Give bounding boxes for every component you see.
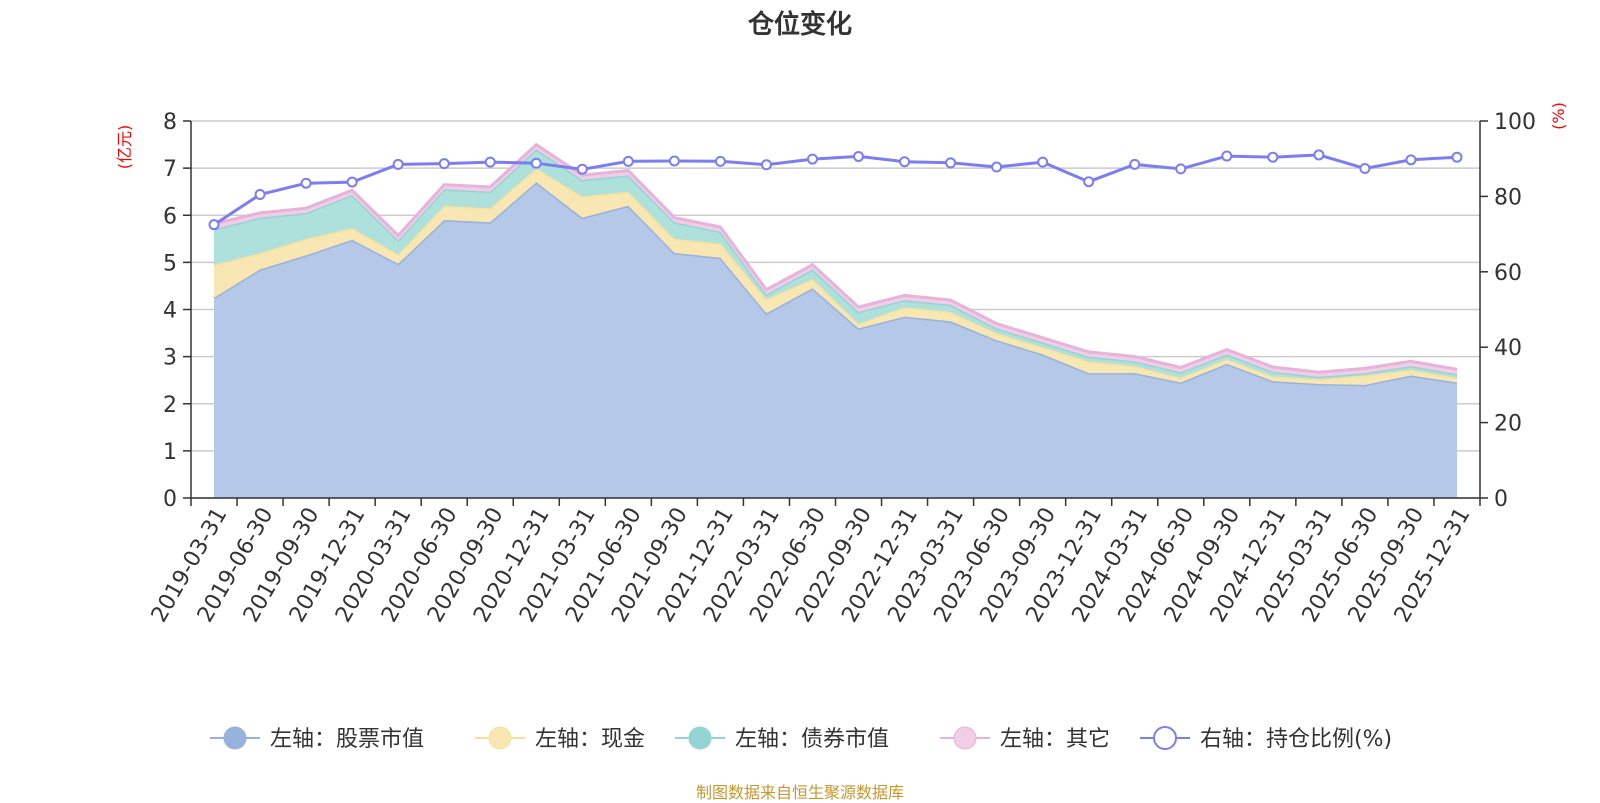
legend-label: 左轴：其它 bbox=[1000, 727, 1110, 752]
right-tick-label: 100 bbox=[1494, 110, 1536, 135]
legend-label: 左轴：现金 bbox=[535, 727, 645, 752]
ratio-point bbox=[1221, 150, 1233, 162]
ratio-point bbox=[300, 177, 312, 189]
legend-item-stock[interactable]: 左轴：股票市值 bbox=[210, 726, 424, 752]
left-tick-label: 8 bbox=[163, 110, 177, 135]
right-tick-label: 40 bbox=[1494, 336, 1522, 361]
right-tick-label: 20 bbox=[1494, 412, 1522, 437]
left-tick-label: 2 bbox=[163, 393, 177, 418]
ratio-point bbox=[484, 156, 496, 168]
left-tick-label: 5 bbox=[163, 251, 177, 276]
area-series bbox=[213, 142, 1458, 499]
ratio-point bbox=[1175, 163, 1187, 175]
left-tick-label: 4 bbox=[163, 299, 177, 324]
ratio-point bbox=[392, 158, 404, 170]
legend-label: 右轴：持仓比例(%) bbox=[1200, 727, 1392, 752]
legend-item-bond[interactable]: 左轴：债券市值 bbox=[675, 726, 889, 752]
ratio-point bbox=[945, 157, 957, 169]
left-axis-unit: (亿元) bbox=[115, 125, 134, 170]
left-tick-label: 7 bbox=[163, 157, 177, 182]
ratio-point bbox=[806, 153, 818, 165]
ratio-point bbox=[1405, 154, 1417, 166]
right-axis-unit: (%) bbox=[1549, 102, 1568, 130]
legend-marker-icon bbox=[223, 726, 247, 750]
legend-item-ratio[interactable]: 右轴：持仓比例(%) bbox=[1140, 726, 1392, 752]
ratio-point bbox=[1313, 149, 1325, 161]
right-tick-label: 80 bbox=[1494, 185, 1522, 210]
ratio-point bbox=[1037, 156, 1049, 168]
ratio-point bbox=[208, 219, 220, 231]
ratio-point bbox=[530, 157, 542, 169]
legend-item-other[interactable]: 左轴：其它 bbox=[940, 726, 1110, 752]
chart-title: 仓位变化 bbox=[747, 10, 852, 40]
legend-label: 左轴：股票市值 bbox=[270, 727, 424, 752]
ratio-point bbox=[668, 155, 680, 167]
data-source-footer: 制图数据来自恒生聚源数据库 bbox=[695, 783, 904, 802]
left-tick-label: 1 bbox=[163, 440, 177, 465]
legend-marker-icon bbox=[688, 726, 712, 750]
left-tick-label: 3 bbox=[163, 346, 177, 371]
ratio-point bbox=[1129, 158, 1141, 170]
ratio-point bbox=[254, 189, 266, 201]
legend-marker-icon bbox=[488, 726, 512, 750]
ratio-point bbox=[1267, 151, 1279, 163]
ratio-point bbox=[576, 163, 588, 175]
ratio-point bbox=[438, 158, 450, 170]
ratio-point bbox=[899, 156, 911, 168]
ratio-line bbox=[213, 153, 1458, 226]
ratio-point bbox=[714, 155, 726, 167]
ratio-point bbox=[1359, 163, 1371, 175]
ratio-point bbox=[991, 161, 1003, 173]
legend-marker-icon bbox=[953, 726, 977, 750]
legend-label: 左轴：债券市值 bbox=[735, 727, 889, 752]
right-tick-label: 0 bbox=[1494, 487, 1508, 512]
ratio-point bbox=[1451, 151, 1463, 163]
legend[interactable]: 左轴：股票市值 左轴：现金 左轴：债券市值 左轴：其它 右轴：持仓比例(%) bbox=[210, 726, 1392, 752]
legend-marker-icon bbox=[1153, 726, 1177, 750]
stock-value-area bbox=[214, 182, 1457, 499]
ratio-point bbox=[760, 159, 772, 171]
ratio-point bbox=[346, 176, 358, 188]
left-tick-label: 6 bbox=[163, 204, 177, 229]
ratio-line-series bbox=[208, 149, 1463, 231]
ratio-point bbox=[1083, 176, 1095, 188]
other-area-edge bbox=[213, 142, 1458, 374]
ratio-point bbox=[853, 150, 865, 162]
left-tick-label: 0 bbox=[163, 487, 177, 512]
legend-item-cash[interactable]: 左轴：现金 bbox=[475, 726, 645, 752]
ratio-point bbox=[622, 155, 634, 167]
right-tick-label: 60 bbox=[1494, 261, 1522, 286]
